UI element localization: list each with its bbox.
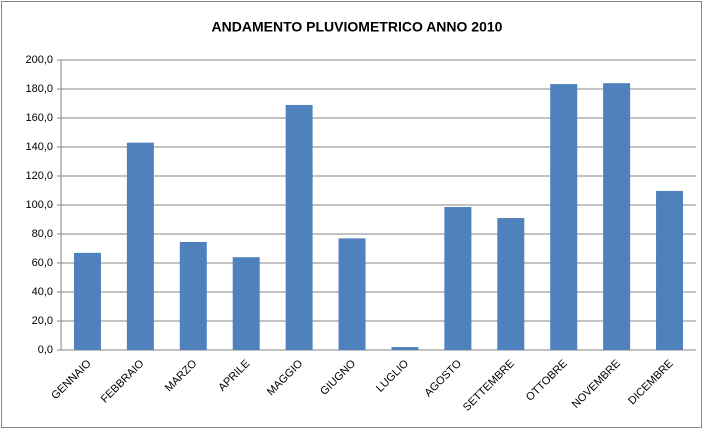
chart-title: ANDAMENTO PLUVIOMETRICO ANNO 2010 [212, 19, 503, 35]
bar [126, 142, 154, 350]
bar [338, 238, 366, 350]
bar [550, 84, 578, 350]
bar [656, 190, 684, 350]
y-tick-label: 200,0 [25, 54, 53, 66]
bar [603, 83, 631, 350]
bar [179, 241, 207, 350]
bar [391, 347, 419, 350]
bar [444, 207, 472, 350]
bar [73, 252, 101, 350]
bar [285, 104, 313, 350]
y-tick-label: 160,0 [25, 112, 53, 124]
y-tick-label: 0,0 [38, 344, 53, 356]
y-tick-label: 60,0 [32, 257, 53, 269]
y-tick-label: 100,0 [25, 199, 53, 211]
y-tick-label: 80,0 [32, 228, 53, 240]
bar [232, 257, 260, 350]
y-tick-label: 40,0 [32, 286, 53, 298]
bar [497, 218, 525, 350]
y-tick-label: 120,0 [25, 170, 53, 182]
y-tick-label: 140,0 [25, 141, 53, 153]
y-tick-label: 20,0 [32, 315, 53, 327]
y-tick-label: 180,0 [25, 83, 53, 95]
